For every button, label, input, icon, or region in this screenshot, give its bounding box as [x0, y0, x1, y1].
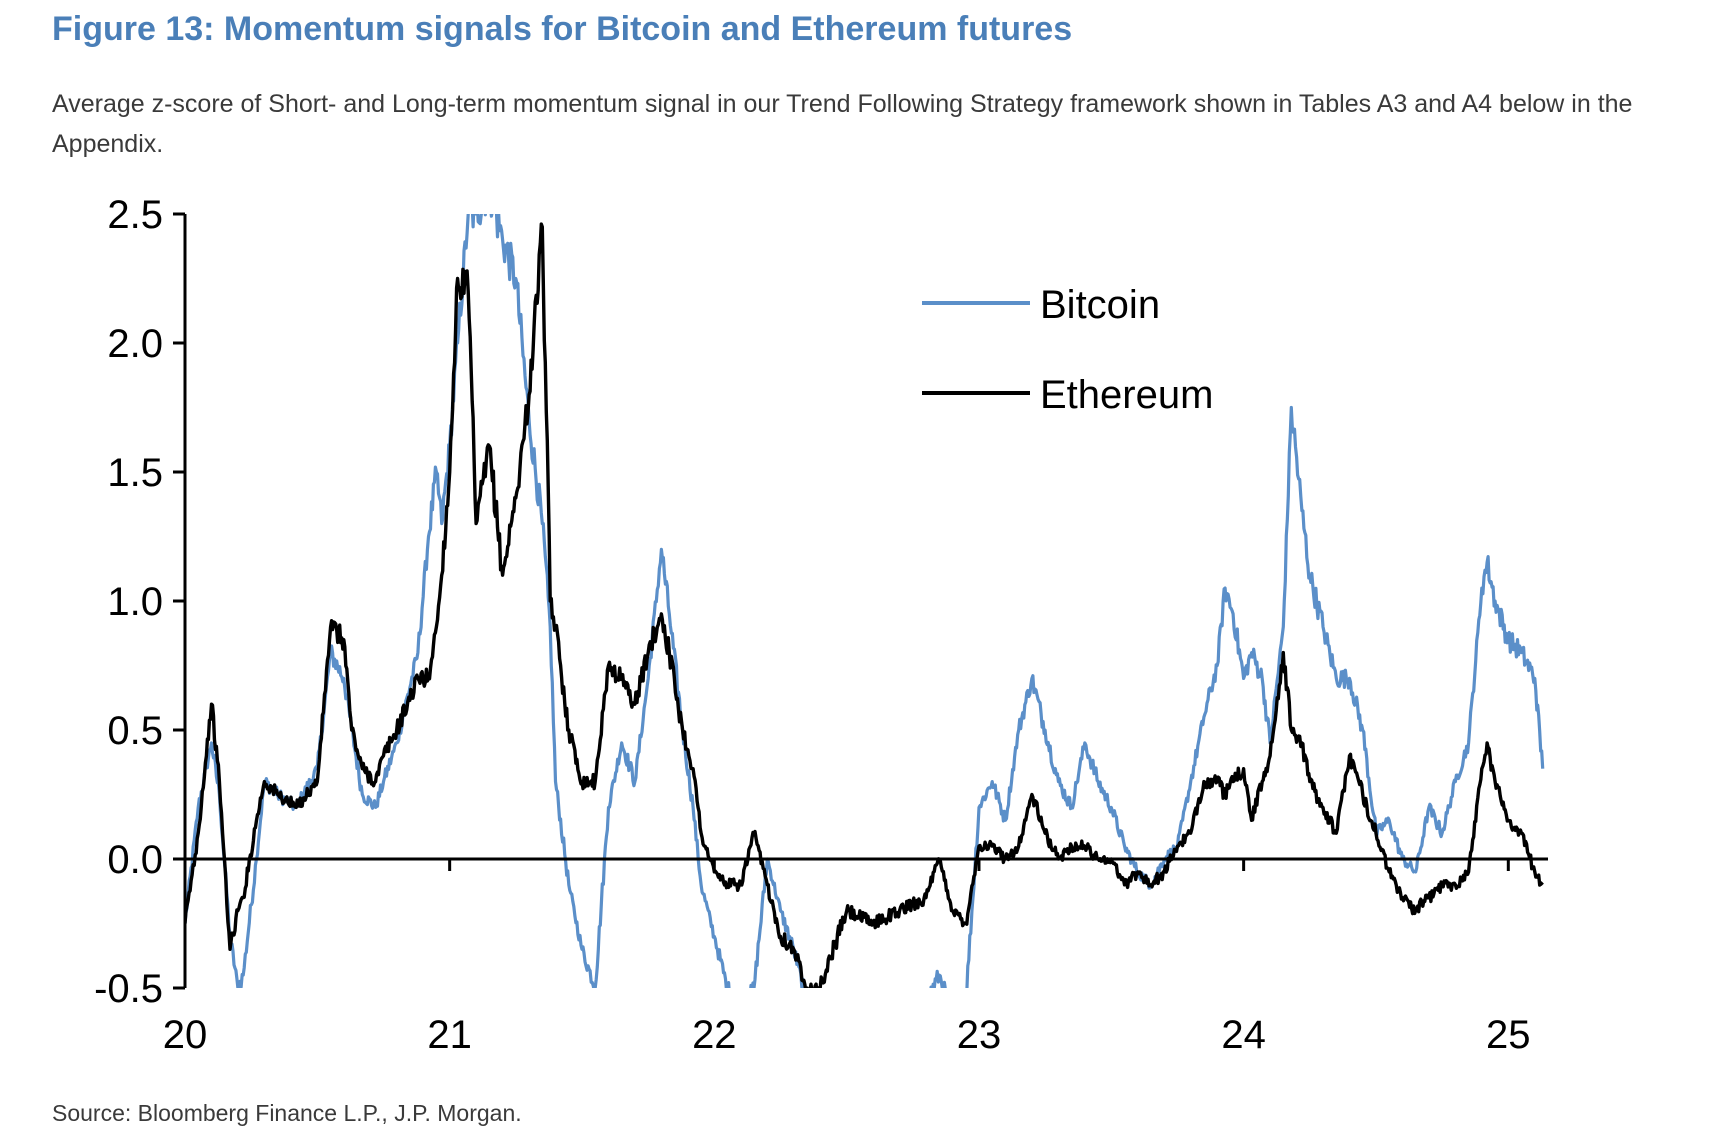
y-tick-label: 2.0 — [107, 322, 163, 366]
momentum-line-chart: -0.5 0.0 0.5 1.0 1.5 2.0 2.5 20 21 22 23 24 25 Bitco… — [94, 193, 1548, 1057]
figure-title: Figure 13: Momentum signals for Bitcoin … — [52, 10, 1073, 48]
legend: Bitcoin Ethereum — [922, 283, 1213, 417]
legend-label-bitcoin: Bitcoin — [1040, 283, 1160, 327]
y-tick-label: 2.5 — [107, 193, 163, 237]
series-line-ethereum — [185, 222, 1544, 988]
y-tick-label: 1.0 — [107, 580, 163, 624]
y-tick-label: 0.0 — [107, 838, 163, 882]
figure-source: Source: Bloomberg Finance L.P., J.P. Mor… — [52, 1100, 522, 1126]
series-layer — [185, 214, 1545, 988]
y-tick-label: 0.5 — [107, 709, 163, 753]
x-tick-label: 25 — [1486, 1013, 1531, 1057]
legend-label-ethereum: Ethereum — [1040, 373, 1213, 417]
x-tick-label: 21 — [427, 1013, 472, 1057]
figure-subtitle: Average z-score of Short- and Long-term … — [52, 90, 1633, 158]
series-line-bitcoin — [185, 214, 1545, 988]
x-tick-label: 20 — [163, 1013, 208, 1057]
axes-layer: -0.5 0.0 0.5 1.0 1.5 2.0 2.5 20 21 22 23 24 25 — [94, 193, 1548, 1057]
y-tick-label: 1.5 — [107, 451, 163, 495]
x-tick-label: 24 — [1221, 1013, 1266, 1057]
x-tick-label: 23 — [957, 1013, 1002, 1057]
y-tick-label: -0.5 — [94, 967, 163, 1011]
x-tick-label: 22 — [692, 1013, 737, 1057]
